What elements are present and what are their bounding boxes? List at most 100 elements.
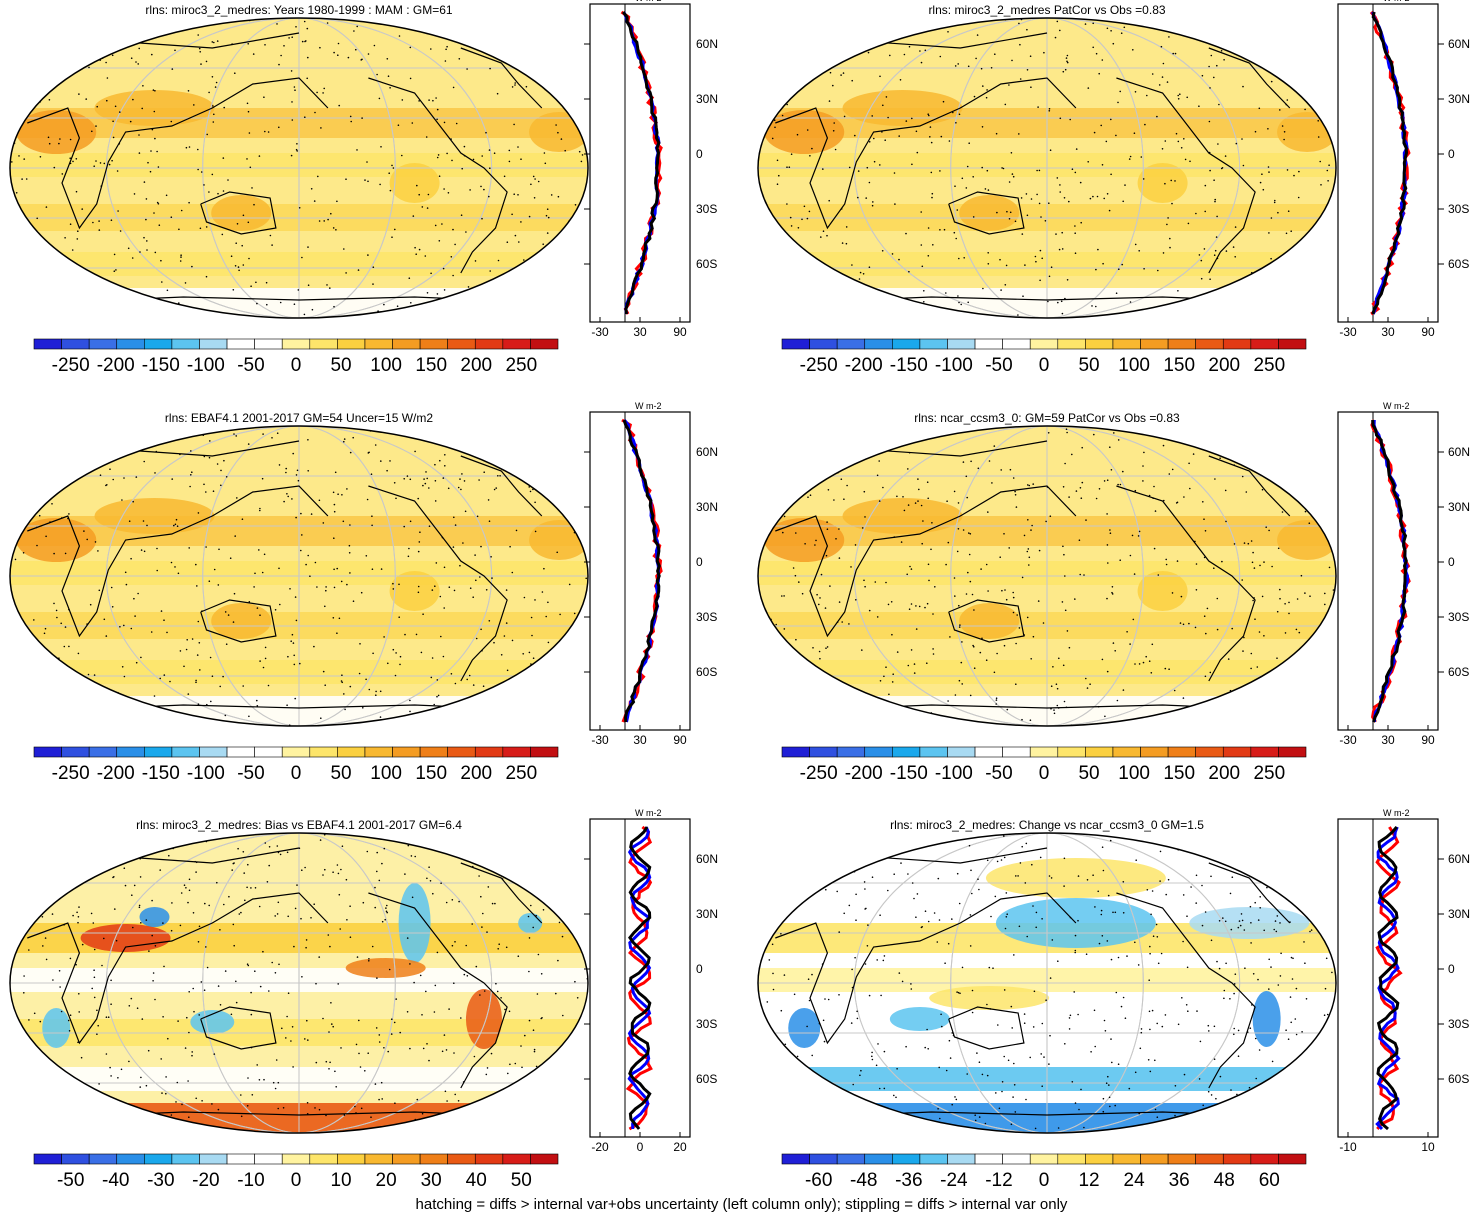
map-graphic: -250 -200 -150 -100 -50 0 50 100 150 200 250 W m-2 -…: [757, 0, 1470, 376]
zonal-unit: W m-2: [1383, 808, 1410, 818]
colorbar-label: 50: [1078, 355, 1099, 376]
zonal-xtick: 10: [1421, 1140, 1435, 1154]
colorbar-label: -250: [52, 355, 90, 376]
zonal-lat-label: 30N: [696, 907, 718, 921]
colorbar-label: 30: [421, 1170, 442, 1191]
colorbar-label: -150: [142, 763, 180, 784]
colorbar-swatch: [1112, 746, 1141, 758]
colorbar-label: 200: [460, 763, 492, 784]
colorbar-swatch: [892, 1153, 921, 1165]
colorbar-label: -50: [985, 355, 1012, 376]
colorbar-swatch: [1278, 338, 1307, 350]
colorbar-swatch: [1057, 746, 1086, 758]
colorbar-swatch: [116, 338, 145, 350]
zonal-unit: W m-2: [635, 401, 662, 411]
zonal-lat-label: 30S: [1448, 202, 1469, 216]
colorbar-swatch: [1195, 746, 1224, 758]
colorbar-label: -100: [935, 355, 973, 376]
zonal-xtick: 90: [1421, 733, 1435, 747]
colorbar-swatch: [447, 746, 476, 758]
zonal-xtick: -30: [591, 325, 609, 339]
colorbar-swatch: [892, 746, 921, 758]
colorbar-label: -100: [187, 763, 225, 784]
zonal-line-obs: [1370, 419, 1411, 723]
colorbar-label: 150: [415, 763, 447, 784]
colorbar-swatch: [809, 746, 838, 758]
colorbar-label: 10: [330, 1170, 351, 1191]
colorbar-swatch: [33, 746, 62, 758]
colorbar-swatch: [364, 746, 393, 758]
zonal-line-other: [627, 826, 652, 1130]
colorbar-label: 150: [1163, 355, 1195, 376]
colorbar-swatch: [974, 746, 1003, 758]
colorbar-swatch: [61, 1153, 90, 1165]
colorbar-swatch: [1140, 338, 1169, 350]
colorbar-swatch: [1112, 1153, 1141, 1165]
colorbar-swatch: [1140, 1153, 1169, 1165]
zonal-lat-label: 60S: [1448, 257, 1469, 271]
footer-note: hatching = diffs > internal var+obs unce…: [415, 1196, 1068, 1213]
colorbar-label: 50: [511, 1170, 532, 1191]
colorbar-swatch: [781, 338, 810, 350]
zonal-lat-label: 0: [696, 555, 703, 569]
zonal-lat-label: 30N: [696, 92, 718, 106]
colorbar-label: -150: [890, 355, 928, 376]
colorbar-label: -10: [237, 1170, 264, 1191]
colorbar-label: 150: [1163, 763, 1195, 784]
map-graphic: -250 -200 -150 -100 -50 0 50 100 150 200 250 W m-2 -…: [757, 401, 1470, 784]
map-graphic: -60 -48 -36 -24 -12 0 12 24 36 48 60 W m-2 -10 10 60N 3…: [757, 808, 1470, 1191]
colorbar-swatch: [947, 1153, 976, 1165]
map-title: rlns: miroc3_2_medres: Bias vs EBAF4.1 2…: [136, 818, 462, 832]
colorbar-label: 0: [291, 763, 302, 784]
zonal-xtick: 30: [1381, 325, 1395, 339]
colorbar-swatch: [1057, 1153, 1086, 1165]
colorbar-label: -250: [800, 763, 838, 784]
colorbar-label: 0: [1039, 763, 1050, 784]
zonal-lat-label: 60S: [696, 1072, 717, 1086]
colorbar-swatch: [1029, 1153, 1059, 1165]
colorbar-swatch: [1140, 746, 1169, 758]
colorbar-swatch: [447, 1153, 476, 1165]
colorbar-label: -100: [935, 763, 973, 784]
map-outline: [9, 832, 589, 1134]
colorbar-swatch: [809, 1153, 838, 1165]
colorbar-swatch: [836, 338, 866, 350]
zonal-lat-label: 60N: [1448, 445, 1470, 459]
colorbar-swatch: [61, 338, 90, 350]
colorbar-swatch: [419, 1153, 448, 1165]
zonal-lat-label: 60N: [696, 445, 718, 459]
zonal-unit: W m-2: [1383, 401, 1410, 411]
colorbar-label: -36: [895, 1170, 922, 1191]
colorbar-swatch: [392, 1153, 421, 1165]
colorbar-label: 60: [1259, 1170, 1280, 1191]
colorbar-swatch: [1195, 1153, 1224, 1165]
map-title: rlns: EBAF4.1 2001-2017 GM=54 Uncer=15 W…: [164, 411, 434, 425]
zonal-lat-label: 0: [1448, 555, 1455, 569]
colorbar-label: -30: [147, 1170, 174, 1191]
colorbar-swatch: [781, 1153, 810, 1165]
colorbar-swatch: [836, 746, 866, 758]
colorbar-swatch: [1085, 338, 1114, 350]
colorbar-swatch: [864, 746, 893, 758]
colorbar-label: 100: [1118, 355, 1150, 376]
colorbar-swatch: [171, 1153, 200, 1165]
colorbar-swatch: [919, 338, 948, 350]
zonal-line-model: [1371, 11, 1409, 315]
colorbar-label: 200: [1208, 355, 1240, 376]
colorbar-swatch: [88, 746, 118, 758]
colorbar-swatch: [864, 338, 893, 350]
zonal-xtick: 0: [637, 1140, 644, 1154]
zonal-lat-label: 30S: [1448, 1017, 1469, 1031]
colorbar-label: -50: [985, 763, 1012, 784]
colorbar-label: -50: [57, 1170, 84, 1191]
colorbar-swatch: [88, 1153, 118, 1165]
colorbar-swatch: [1029, 746, 1059, 758]
zonal-line-model: [1371, 419, 1408, 723]
zonal-lat-label: 30S: [696, 610, 717, 624]
colorbar-label: 100: [1118, 763, 1150, 784]
colorbar-swatch: [254, 746, 283, 758]
map-title: rlns: miroc3_2_medres: Change vs ncar_cc…: [890, 818, 1204, 832]
colorbar-swatch: [33, 1153, 62, 1165]
colorbar-swatch: [1250, 746, 1279, 758]
colorbar-swatch: [892, 338, 921, 350]
